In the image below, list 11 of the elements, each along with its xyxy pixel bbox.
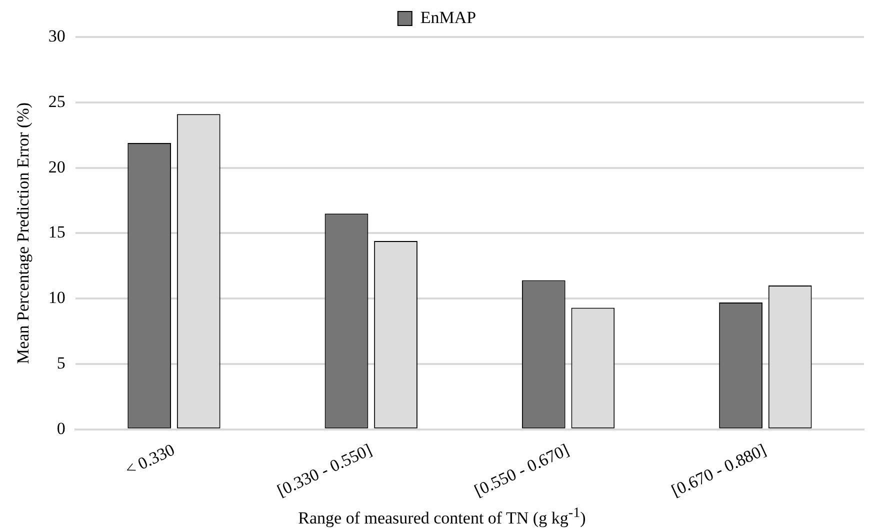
y-tick-label: 15	[48, 222, 66, 242]
legend-label: EnMAP	[420, 8, 476, 27]
y-tick-label: 25	[48, 92, 66, 111]
y-tick-label: 20	[48, 157, 66, 176]
x-axis-title: Range of measured content of TN (g kg$^{-1}$)	[297, 505, 587, 529]
y-tick-label: 0	[56, 418, 66, 438]
x-tick-label: < 0.330	[122, 440, 178, 480]
y-tick-label: 30	[48, 26, 66, 46]
y-axis-title: Mean Percentage Prediction Error (%)	[14, 102, 33, 364]
y-tick-label: 5	[56, 353, 66, 372]
y-tick-label: 10	[48, 288, 66, 308]
